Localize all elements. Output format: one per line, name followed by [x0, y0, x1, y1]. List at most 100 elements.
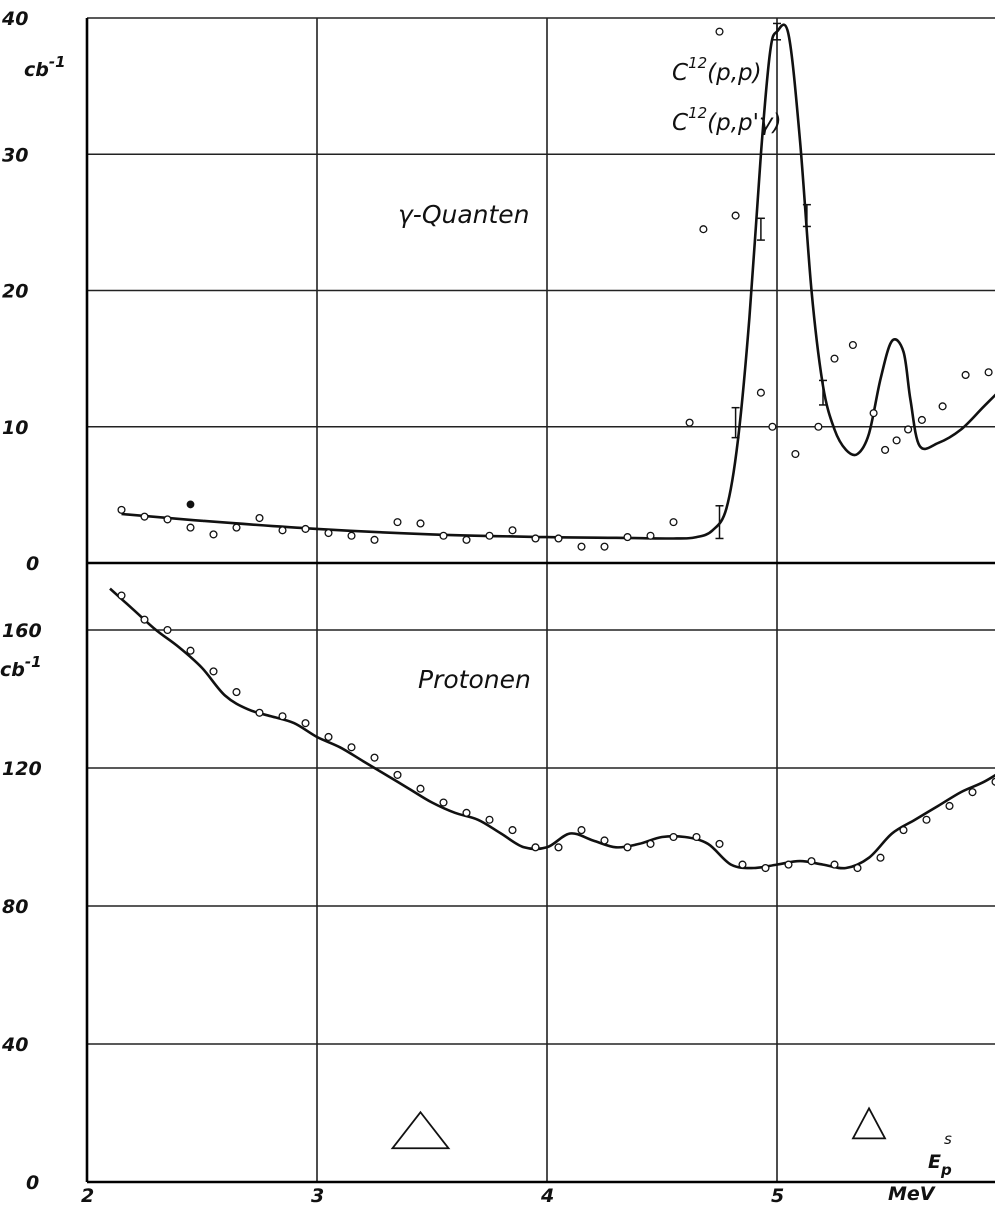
y-tick-label-1-80: 80: [2, 896, 28, 918]
error-bar-0-1: [731, 406, 740, 439]
data-point-1-12: [393, 770, 402, 779]
y-tick-label-1-40: 40: [1, 1034, 28, 1056]
data-point-0-40: [938, 402, 947, 411]
data-point-1-38: [991, 777, 995, 786]
data-point-1-0: [117, 591, 126, 600]
error-bar-0-3: [773, 22, 781, 41]
data-point-1-22: [623, 843, 632, 852]
series-curve-0: [121, 23, 995, 540]
data-point-0-20: [577, 542, 586, 551]
data-point-0-26: [699, 225, 708, 234]
data-point-1-10: [347, 743, 356, 752]
y-tick-label-0-10: 10: [2, 417, 28, 439]
data-point-0-32: [814, 422, 823, 431]
x-tick-label-3: 3: [311, 1185, 324, 1206]
axes: [85, 18, 995, 1184]
triangle-marker-1: [851, 1106, 887, 1140]
data-point-0-24: [669, 518, 678, 527]
triangle-marker-0: [390, 1110, 451, 1150]
error-bar-0-0: [715, 505, 724, 540]
data-point-0-17: [508, 526, 517, 535]
data-point-1-34: [899, 826, 908, 835]
chart-title-line-2: C12(p,p'γ): [672, 104, 782, 136]
x-axis-unit: MeV: [888, 1183, 936, 1205]
data-point-0-22: [623, 533, 632, 542]
data-point-0-37: [892, 436, 901, 445]
data-point-1-25: [692, 832, 701, 842]
error-bar-0-2: [756, 217, 765, 241]
data-point-0-38: [904, 425, 913, 434]
data-point-0-23: [646, 531, 655, 540]
data-point-1-27: [738, 860, 747, 869]
data-point-1-4: [209, 667, 218, 676]
data-point-0-39: [917, 415, 926, 424]
data-point-0-13: [416, 519, 425, 528]
data-point-0-25: [685, 418, 694, 427]
data-point-0-42: [984, 368, 993, 377]
data-point-0-6: [255, 513, 264, 523]
data-point-0-7: [278, 526, 287, 535]
curves: [109, 23, 995, 870]
y-tick-label-1-0: 0: [26, 1172, 39, 1194]
data-point-1-23: [646, 839, 655, 848]
data-point-1-21: [600, 836, 609, 845]
data-point-1-18: [531, 843, 540, 852]
data-point-0-28: [731, 211, 740, 220]
data-point-0-8: [301, 524, 310, 533]
data-point-0-0: [117, 505, 126, 514]
data-point-1-1: [140, 615, 149, 624]
data-point-0-9: [324, 528, 333, 538]
data-point-1-37: [968, 788, 977, 797]
series-label-gamma: γ-Quanten: [398, 200, 530, 229]
data-point-0-5: [232, 523, 241, 532]
y-tick-label-1-160: 160: [2, 620, 42, 642]
data-point-1-36: [945, 801, 954, 810]
data-point-1-35: [922, 815, 931, 824]
data-point-1-13: [416, 784, 425, 793]
data-point-0-30: [768, 422, 777, 431]
data-point-0-11: [370, 535, 379, 544]
x-tick-label-5: 5: [771, 1185, 784, 1206]
y-tick-label-1-120: 120: [2, 758, 42, 780]
error-bar-0-4: [802, 203, 811, 228]
data-point-1-6: [255, 708, 264, 717]
data-point-1-8: [301, 719, 310, 728]
data-point-0-12: [393, 518, 402, 527]
data-point-1-14: [439, 798, 448, 807]
y-axis-label-gamma: cb-1: [24, 53, 66, 81]
x-axis-label: Ep: [928, 1151, 952, 1179]
data-point-0-3: [186, 523, 195, 532]
data-point-0-33: [830, 354, 839, 363]
data-point-1-26: [715, 839, 724, 848]
data-point-0-16: [485, 531, 494, 540]
data-point-0-41: [961, 370, 970, 380]
data-point-1-9: [324, 732, 333, 741]
data-point-1-24: [669, 832, 678, 842]
chart-title-line-1: C12(p,p): [672, 54, 762, 86]
data-point-0-35: [869, 409, 878, 418]
data-point-1-5: [232, 688, 241, 697]
data-point-1-32: [853, 863, 862, 873]
data-point-0-29: [756, 388, 765, 397]
series-label-protons: Protonen: [418, 665, 531, 694]
data-point-0-2: [163, 515, 172, 524]
data-point-0-14: [439, 531, 448, 540]
data-point-0-27: [715, 27, 724, 36]
data-point-1-3: [186, 646, 195, 655]
data-point-1-33: [876, 853, 885, 862]
x-tick-label-4: 4: [540, 1185, 554, 1206]
data-points: [117, 22, 995, 873]
data-point-1-30: [807, 857, 816, 866]
error-bar-0-5: [819, 379, 827, 406]
data-point-0-36: [881, 445, 890, 454]
x-tick-label-2: 2: [81, 1185, 94, 1206]
data-point-0-18: [531, 534, 540, 543]
data-point-1-19: [554, 843, 563, 852]
data-point-filled-0-0: [186, 500, 195, 509]
y-axis-label-protons: cb-1: [0, 653, 42, 681]
y-tick-label-0-0: 0: [26, 553, 39, 575]
data-point-0-10: [347, 531, 356, 540]
grid: [87, 17, 995, 1182]
data-point-1-2: [163, 625, 172, 635]
data-point-0-34: [848, 340, 857, 350]
